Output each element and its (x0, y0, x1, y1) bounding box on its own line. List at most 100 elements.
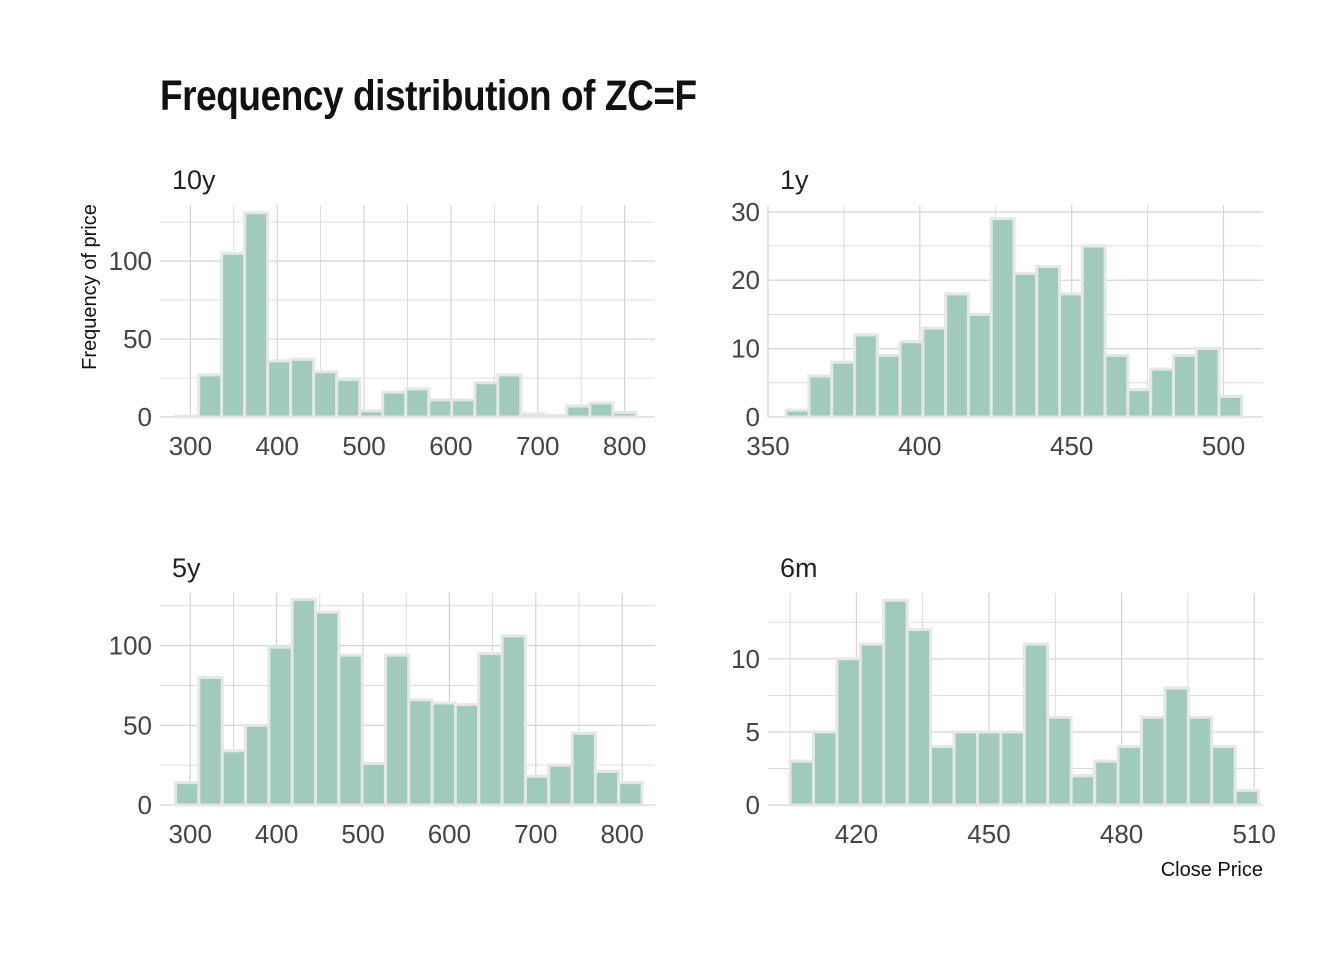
histogram-bar (542, 413, 569, 419)
histogram-bar (1194, 347, 1221, 419)
histogram-bar (1046, 715, 1073, 807)
histogram-bar (1210, 745, 1237, 807)
histogram-bar (473, 381, 500, 419)
histogram-bar (267, 645, 294, 807)
histogram-bar (360, 762, 387, 807)
x-tick-label: 420 (835, 819, 878, 849)
x-tick-label: 800 (600, 819, 643, 849)
histogram-bar (1186, 715, 1214, 807)
histogram-bar (174, 414, 201, 419)
histogram-bar (944, 292, 970, 419)
histogram-bar (197, 373, 224, 419)
histogram-bar (1080, 244, 1107, 419)
histogram-bar (807, 374, 834, 419)
histogram-bar (404, 387, 431, 419)
histogram-bar (477, 652, 504, 807)
histogram-bar (337, 653, 364, 807)
histogram-bar (1126, 388, 1153, 419)
x-tick-label: 400 (256, 431, 299, 461)
histogram-bar (1022, 642, 1050, 807)
x-tick-label: 480 (1100, 819, 1143, 849)
panel-5y: 300 400 500 600 700 800 0 50 100 5y (109, 553, 655, 849)
x-tick-label: 600 (429, 431, 472, 461)
y-tick-label: 30 (731, 197, 760, 227)
histogram-bar (1217, 394, 1244, 419)
histogram-bar (244, 723, 271, 807)
histogram-bar (1093, 759, 1120, 807)
histogram-bar (835, 657, 862, 807)
histogram-bar (611, 410, 638, 419)
chart-title: Frequency distribution of ZC=F (160, 72, 697, 120)
histogram-bar (500, 634, 527, 807)
histogram-bar (335, 378, 362, 419)
histogram-bar (1139, 715, 1167, 807)
histogram-bar (312, 370, 339, 419)
histogram-bar (290, 597, 317, 807)
histogram-bar (588, 401, 615, 419)
x-tick-label: 500 (1202, 431, 1245, 461)
histogram-bar (617, 781, 644, 807)
panel-1y: 350 400 450 500 0 10 20 30 1y (731, 165, 1263, 461)
histogram-bar (1163, 686, 1190, 807)
histogram-bar (266, 359, 293, 419)
histogram-bar (830, 360, 857, 419)
histogram-bar (1069, 774, 1097, 807)
histogram-bar (407, 698, 434, 807)
y-tick-label: 100 (109, 631, 152, 661)
histogram-bar (496, 373, 523, 419)
histogram-bar (523, 774, 551, 807)
histogram-bar (812, 730, 839, 807)
x-tick-label: 500 (342, 431, 385, 461)
y-tick-label: 0 (746, 790, 760, 820)
y-tick-label: 10 (731, 334, 760, 364)
x-axis-title: Close Price (1161, 859, 1263, 881)
histogram-bar (358, 409, 385, 419)
histogram-bar (1116, 745, 1143, 807)
histogram-bar (570, 731, 597, 807)
y-axis-title: Frequency of price (79, 204, 101, 370)
histogram-bar (975, 730, 1003, 807)
histogram-bar (1233, 788, 1261, 807)
histogram-bar (882, 598, 909, 807)
panel-10y: 300 400 500 600 700 800 0 50 100 10y (109, 165, 655, 461)
x-tick-label: 510 (1232, 819, 1275, 849)
y-tick-label: 50 (123, 324, 152, 354)
histogram-bar (593, 770, 621, 807)
histogram-bar (905, 628, 933, 807)
histogram-bar (174, 781, 201, 807)
histogram-bar (197, 675, 224, 807)
y-tick-label: 5 (746, 717, 760, 747)
histogram-bar (1035, 265, 1062, 419)
x-tick-label: 400 (898, 431, 941, 461)
x-tick-label: 700 (514, 819, 557, 849)
x-tick-label: 400 (255, 819, 298, 849)
y-tick-label: 0 (138, 790, 152, 820)
histogram-bar (519, 412, 546, 419)
histogram-bar (784, 408, 811, 419)
x-tick-label: 450 (967, 819, 1010, 849)
x-tick-label: 450 (1050, 431, 1093, 461)
histogram-bar (858, 642, 886, 807)
histogram-bar (788, 759, 816, 807)
histogram-bar (921, 326, 948, 419)
y-tick-label: 0 (138, 402, 152, 432)
histogram-bar (929, 745, 956, 807)
histogram-bar (1012, 271, 1039, 419)
panel-title: 10y (172, 165, 216, 195)
panel-title: 1y (780, 165, 809, 195)
histogram-bar (1149, 367, 1175, 419)
histogram-bar (1058, 292, 1084, 419)
panel-title: 6m (780, 553, 818, 583)
panel-title: 5y (172, 553, 201, 583)
x-tick-label: 300 (169, 819, 212, 849)
x-tick-label: 500 (341, 819, 384, 849)
histogram-bar (453, 703, 481, 807)
histogram-bar (547, 763, 574, 807)
x-tick-label: 800 (603, 431, 646, 461)
histogram-bar (383, 653, 411, 807)
x-tick-label: 600 (428, 819, 471, 849)
histogram-bar (243, 211, 270, 419)
histogram-bar (450, 398, 477, 419)
